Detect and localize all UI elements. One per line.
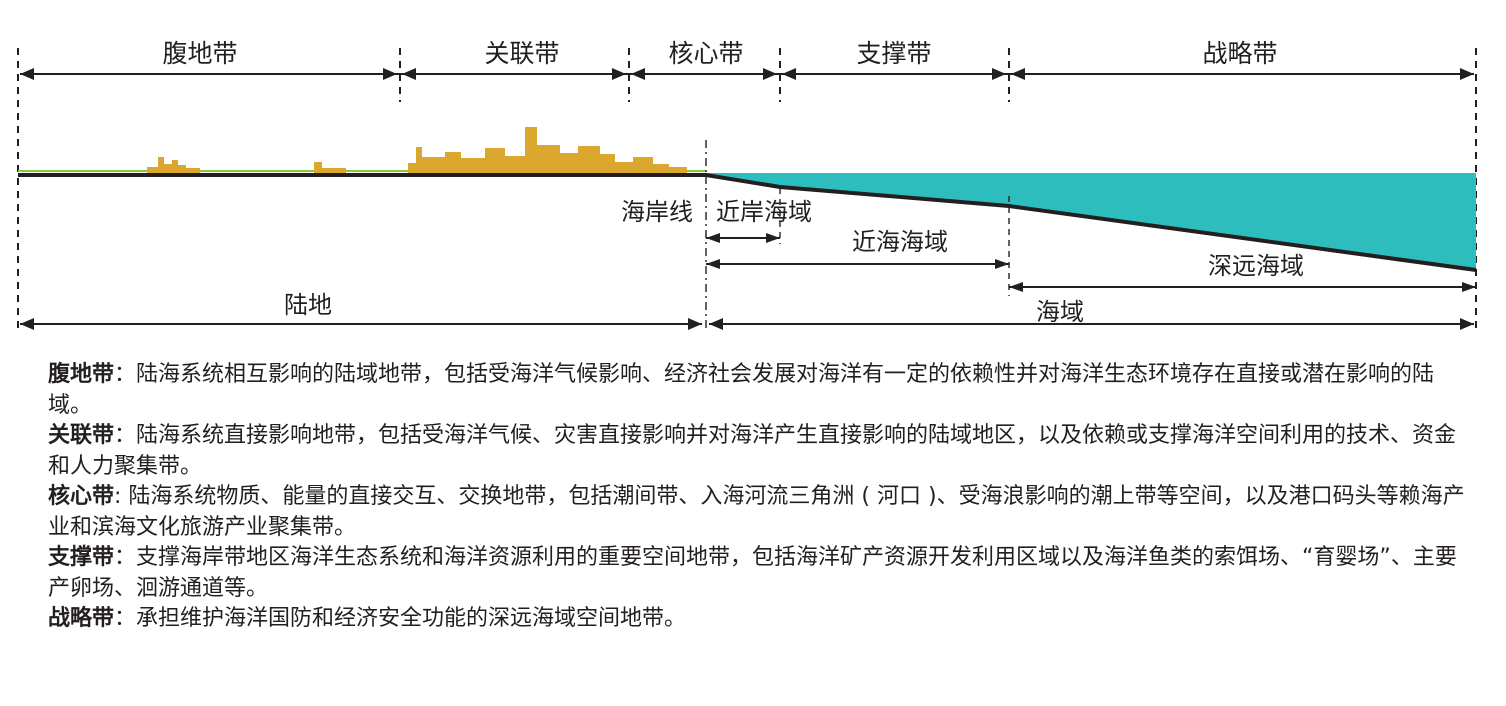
definition-separator: ：: [114, 606, 137, 631]
zone-label-hinterland: 腹地带: [162, 39, 237, 68]
land-label: 陆地: [284, 291, 332, 319]
arrowhead: [706, 233, 720, 243]
definition-text: 陆海系统相互影响的陆域地带，包括受海洋气候影响、经济社会发展对海洋有一定的依赖性…: [48, 362, 1435, 418]
arrowhead: [688, 318, 702, 330]
definition-core: 核心带: 陆海系统物质、能量的直接交互、交换地带，包括潮间带、入海河流三角洲 (…: [48, 482, 1478, 543]
arrowhead: [1009, 282, 1023, 292]
building-cluster: [147, 127, 687, 173]
zone-label-core: 核心带: [668, 39, 743, 68]
zone-label-strategic: 战略带: [1202, 39, 1277, 68]
coastal-zone-diagram: 腹地带 关联带 核心带 支撑带 战略带: [17, 39, 1477, 332]
zone-label-linked: 关联带: [484, 39, 559, 68]
arrowhead: [706, 259, 720, 269]
nearshore-label: 近岸海域: [716, 198, 812, 226]
definition-term: 腹地带: [48, 362, 115, 387]
definition-text: 陆海系统直接影响地带，包括受海洋气候、灾害直接影响并对海洋产生直接影响的陆域地区…: [48, 423, 1457, 479]
arrowhead: [1462, 282, 1476, 292]
zone-definitions: 腹地带：陆海系统相互影响的陆域地带，包括受海洋气候影响、经济社会发展对海洋有一定…: [48, 360, 1478, 635]
definition-term: 关联带: [48, 423, 115, 448]
zone-label-support: 支撑带: [856, 39, 931, 68]
definition-separator: :: [114, 484, 129, 509]
definition-term: 战略带: [48, 606, 115, 631]
arrowhead: [766, 233, 780, 243]
arrowhead: [995, 259, 1009, 269]
definition-hinterland: 腹地带：陆海系统相互影响的陆域地带，包括受海洋气候影响、经济社会发展对海洋有一定…: [48, 360, 1478, 421]
ground-profile: [18, 173, 1477, 272]
arrowhead: [20, 318, 34, 330]
definition-text: 陆海系统物质、能量的直接交互、交换地带，包括潮间带、入海河流三角洲 ( 河口 )…: [48, 484, 1465, 540]
zone-arrowheads: [20, 68, 1474, 80]
definition-support: 支撑带：支撑海岸带地区海洋生态系统和海洋资源利用的重要空间地带，包括海洋矿产资源…: [48, 543, 1478, 604]
arrowhead: [1460, 318, 1474, 330]
definition-linked: 关联带：陆海系统直接影响地带，包括受海洋气候、灾害直接影响并对海洋产生直接影响的…: [48, 421, 1478, 482]
arrowhead: [709, 318, 723, 330]
definition-text: 承担维护海洋国防和经济安全功能的深远海域空间地带。: [136, 606, 687, 631]
definition-separator: ：: [114, 362, 137, 387]
definition-term: 核心带: [48, 484, 115, 509]
coastline-label: 海岸线: [621, 198, 693, 226]
definition-strategic: 战略带：承担维护海洋国防和经济安全功能的深远海域空间地带。: [48, 604, 1478, 635]
definition-term: 支撑带: [48, 545, 115, 570]
sea-area: [706, 173, 1476, 270]
sea-label: 海域: [1036, 298, 1084, 326]
definition-separator: ：: [114, 545, 137, 570]
deep-sea-label: 深远海域: [1208, 252, 1304, 280]
definition-text: 支撑海岸带地区海洋生态系统和海洋资源利用的重要空间地带，包括海洋矿产资源开发利用…: [48, 545, 1457, 601]
offshore-label: 近海海域: [852, 228, 948, 256]
definition-separator: ：: [114, 423, 137, 448]
